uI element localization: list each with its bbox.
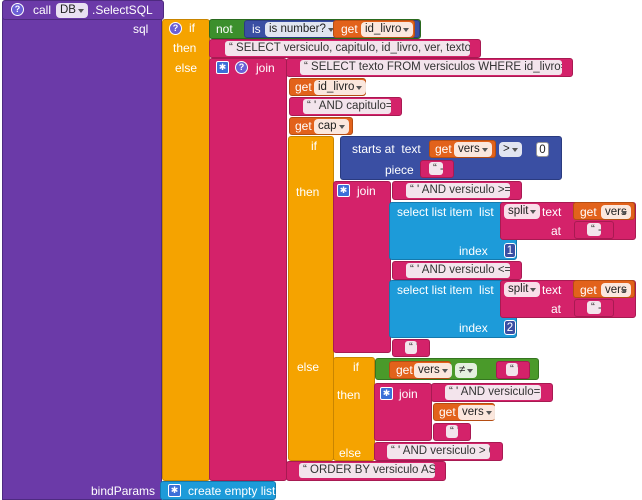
piece-label: piece	[385, 163, 414, 177]
index-2-number[interactable]: 2	[504, 320, 516, 335]
create-empty-list-label: create empty list	[188, 484, 276, 498]
get-label: get	[295, 80, 312, 94]
get-label: get	[580, 283, 597, 297]
get-label: get	[580, 205, 597, 219]
quote-text[interactable]: “ ' ”	[405, 341, 417, 354]
and-versiculo-gt0-text[interactable]: “ ' AND versiculo > 0 ' ”	[387, 444, 490, 459]
get-label: get	[295, 119, 312, 133]
quote-text[interactable]: “ ' ”	[446, 425, 458, 438]
vers-dropdown[interactable]: vers	[414, 363, 452, 378]
inner-if-label: if	[311, 139, 317, 153]
sql-param-label: sql	[133, 22, 149, 36]
select-list-item-label: select list item list	[397, 205, 494, 219]
join-label: join	[399, 387, 418, 401]
inner-then-label: then	[296, 185, 320, 199]
vers-dropdown[interactable]: vers	[458, 405, 496, 420]
starts-at-label: starts at text	[352, 142, 421, 156]
mutator-gear-icon[interactable]: ✱	[168, 484, 181, 497]
inner-else-label: else	[297, 360, 320, 374]
at-dash-text[interactable]: “ - ”	[587, 223, 601, 236]
is-number-dropdown[interactable]: is number?	[265, 22, 338, 37]
help-icon[interactable]: ?	[235, 61, 248, 74]
outer-else-label: else	[175, 61, 198, 75]
split-dropdown[interactable]: split	[504, 282, 541, 297]
piece-dash-text[interactable]: “ - ”	[429, 162, 443, 175]
outer-then-label: then	[173, 41, 197, 55]
join-label: join	[256, 61, 275, 75]
outer-if-label: if	[189, 21, 195, 35]
method-label: .SelectSQL	[92, 3, 153, 17]
nested-then-label: then	[337, 388, 361, 402]
and-versiculo-ge-text[interactable]: “ ' AND versiculo >= ' ”	[406, 183, 510, 198]
then-text-value[interactable]: “ SELECT versiculo, capitulo, id_livro, …	[225, 41, 470, 56]
split-dropdown[interactable]: split	[504, 204, 541, 219]
help-icon[interactable]: ?	[11, 3, 24, 16]
mutator-gear-icon[interactable]: ✱	[337, 184, 350, 197]
at-label: at	[551, 224, 562, 238]
neq-op-dropdown[interactable]: ≠	[455, 363, 478, 378]
empty-text-value[interactable]: “ ”	[506, 363, 518, 376]
index-label: index	[459, 244, 488, 258]
id-livro-dropdown[interactable]: id_livro	[361, 22, 414, 37]
split-text-label: text	[542, 205, 562, 219]
compare-op-dropdown[interactable]: >	[499, 142, 522, 157]
get-label: get	[439, 405, 456, 419]
join-label: join	[357, 184, 376, 198]
nested-else-label: else	[339, 446, 362, 460]
select-texto-text[interactable]: “ SELECT texto FROM versiculos WHERE id_…	[300, 60, 562, 75]
is-label: is	[252, 22, 261, 36]
not-label: not	[216, 22, 233, 36]
bindparams-param-label: bindParams	[91, 484, 156, 498]
and-capitulo-text[interactable]: “ ' AND capitulo=' ”	[303, 99, 391, 114]
call-selectsql-block[interactable]	[2, 0, 162, 500]
at-label: at	[551, 302, 562, 316]
index-label: index	[459, 321, 488, 335]
nested-if-label: if	[353, 360, 359, 374]
help-icon[interactable]: ?	[169, 22, 182, 35]
get-label: get	[396, 363, 413, 377]
and-versiculo-le-text[interactable]: “ ' AND versiculo <= ' ”	[406, 263, 510, 278]
select-list-item-block-2[interactable]	[389, 280, 517, 338]
vers-dropdown[interactable]: vers	[601, 283, 631, 297]
get-label: get	[435, 142, 452, 156]
outer-if-block[interactable]	[162, 19, 210, 481]
then-join-block[interactable]	[333, 181, 391, 353]
vers-dropdown[interactable]: vers	[454, 142, 492, 157]
mutator-gear-icon[interactable]: ✱	[380, 387, 393, 400]
select-list-item-label: select list item list	[397, 283, 494, 297]
else-join-block[interactable]	[209, 58, 287, 481]
component-dropdown[interactable]: DB	[56, 3, 88, 18]
get-label: get	[341, 22, 358, 36]
and-versiculo-eq-text[interactable]: “ ' AND versiculo=' ”	[445, 385, 541, 400]
index-1-number[interactable]: 1	[504, 243, 516, 258]
split-text-label: text	[542, 283, 562, 297]
select-list-item-block-1[interactable]	[389, 202, 517, 260]
cap-dropdown[interactable]: cap	[314, 119, 349, 134]
vers-dropdown[interactable]: vers	[601, 205, 631, 219]
order-by-text[interactable]: “ ORDER BY versiculo ASC ”	[299, 463, 435, 478]
id-livro-dropdown[interactable]: id_livro	[314, 80, 367, 95]
mutator-gear-icon[interactable]: ✱	[216, 61, 229, 74]
at-dash-text[interactable]: “ - ”	[587, 301, 601, 314]
call-label: call	[33, 3, 52, 17]
zero-number[interactable]: 0	[536, 142, 549, 157]
